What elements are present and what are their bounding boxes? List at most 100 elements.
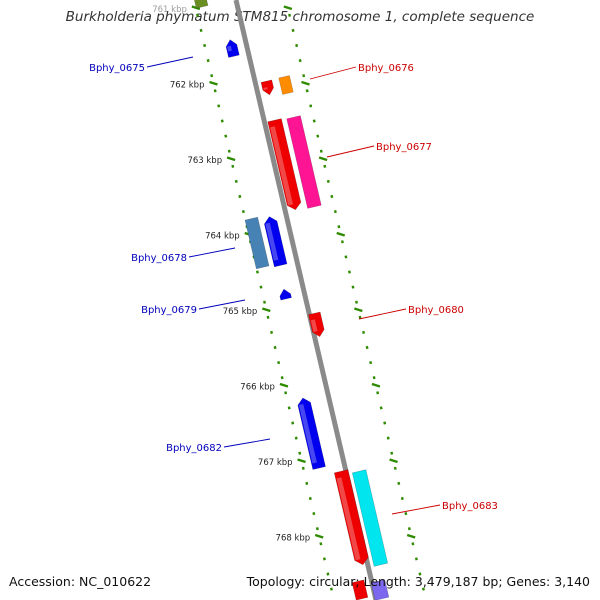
major-tick-inner — [314, 533, 324, 539]
outer-minor-tick — [411, 542, 415, 546]
outer-minor-tick — [390, 451, 394, 455]
outer-minor-tick — [305, 89, 309, 93]
major-tick-outer — [371, 382, 381, 388]
outer-minor-tick — [302, 74, 306, 78]
gene-block-bphy-0678[interactable] — [263, 215, 288, 268]
outer-minor-tick — [295, 43, 299, 48]
outer-minor-tick — [383, 421, 387, 425]
outer-minor-tick — [407, 527, 411, 531]
major-tick-outer — [406, 533, 416, 539]
inner-minor-tick — [196, 13, 200, 17]
gene-leader-line — [326, 145, 375, 158]
gene-block-bphy-0675[interactable] — [225, 38, 240, 58]
gene-leader-line — [309, 66, 357, 80]
inner-minor-tick — [224, 134, 228, 138]
outer-minor-tick — [379, 406, 383, 410]
position-tick-label: 761 kbp — [152, 5, 187, 15]
inner-minor-tick — [263, 300, 266, 304]
gene-leader-line — [188, 247, 236, 258]
position-tick-label: 768 kbp — [276, 534, 311, 544]
outer-minor-tick — [414, 557, 418, 561]
map-title: Burkholderia phymatum STM815 chromosome … — [65, 9, 535, 25]
outer-minor-tick — [319, 149, 323, 153]
outer-minor-tick — [400, 496, 404, 501]
outer-minor-tick — [372, 376, 376, 380]
gene-block-bphy-0676[interactable] — [260, 79, 275, 96]
outer-minor-tick — [291, 28, 295, 32]
gene-label[interactable]: Bphy_0682 — [166, 443, 222, 454]
position-tick-label: 765 kbp — [223, 307, 258, 317]
major-tick-inner — [209, 80, 218, 86]
position-labels: 761 kbp 762 kbp 763 kbp 764 kbp 765 kbp 766 k… — [152, 5, 310, 544]
outer-minor-tick — [362, 330, 366, 334]
outer-minor-tick — [312, 119, 316, 123]
major-tick-outer — [318, 156, 328, 162]
outer-minor-tick — [298, 59, 302, 63]
inner-minor-tick — [305, 481, 309, 485]
gene-block-bphy-0676-b[interactable] — [278, 75, 294, 95]
major-tick-outer — [389, 458, 398, 464]
gene-features — [193, 0, 390, 600]
gene-leader-line — [146, 56, 194, 68]
inner-minor-tick — [238, 194, 242, 199]
major-tick-inner — [297, 458, 306, 464]
gene-block-bphy-0679[interactable] — [279, 288, 292, 301]
inner-minor-tick — [273, 345, 277, 350]
outer-minor-tick — [337, 225, 341, 229]
major-tick-outer — [353, 307, 363, 313]
inner-minor-tick — [326, 572, 330, 576]
outer-minor-tick — [288, 13, 292, 17]
outer-minor-tick — [330, 194, 334, 199]
accession-label: Accession: NC_010622 — [9, 574, 152, 589]
gene-block-bphy-0683[interactable] — [333, 469, 369, 567]
outer-minor-tick — [404, 512, 408, 516]
gene-block-bphy-0683-b[interactable] — [351, 469, 389, 567]
outer-minor-tick — [369, 361, 373, 365]
inner-minor-tick — [241, 210, 245, 214]
outer-minor-tick — [326, 179, 330, 183]
gene-label[interactable]: Bphy_0675 — [89, 63, 145, 74]
inner-minor-tick — [287, 406, 291, 410]
gene-block-bphy-0678-a[interactable] — [244, 216, 270, 270]
gene-leader-line — [358, 308, 407, 320]
inner-minor-tick — [259, 285, 263, 289]
gene-label[interactable]: Bphy_0683 — [442, 501, 498, 512]
outer-minor-tick — [421, 587, 425, 591]
gene-block-bphy-0682[interactable] — [296, 396, 326, 470]
gene-label[interactable]: Bphy_0680 — [408, 305, 464, 316]
inner-minor-tick — [227, 149, 231, 153]
gene-block-partial-bottom-a[interactable] — [351, 579, 369, 600]
gene-block-bphy-0677[interactable] — [267, 118, 303, 212]
position-tick-label: 766 kbp — [240, 383, 275, 393]
gene-block-partial-top[interactable] — [193, 0, 209, 9]
outer-minor-tick — [393, 466, 397, 470]
outer-minor-tick — [418, 572, 422, 576]
gene-label[interactable]: Bphy_0678 — [131, 253, 187, 264]
inner-minor-tick — [234, 179, 238, 183]
major-tick-outer — [301, 80, 310, 86]
inner-minor-tick — [217, 104, 221, 108]
major-tick-inner — [261, 307, 271, 313]
inner-minor-tick — [206, 59, 210, 63]
inner-minor-tick — [294, 436, 298, 440]
gene-block-partial-bottom-b[interactable] — [370, 579, 390, 600]
inner-minor-tick — [203, 43, 207, 48]
inner-minor-tick — [308, 496, 312, 501]
outer-minor-tick — [333, 210, 337, 214]
inner-minor-tick — [277, 361, 281, 365]
outer-minor-tick — [358, 315, 362, 319]
gene-block-bphy-0680[interactable] — [308, 311, 325, 338]
inner-minor-tick — [329, 587, 333, 591]
gene-label[interactable]: Bphy_0677 — [376, 142, 432, 153]
outer-minor-tick — [323, 164, 327, 168]
inner-minor-tick — [280, 376, 284, 380]
inner-minor-tick — [315, 527, 319, 531]
inner-minor-tick — [284, 391, 288, 395]
outer-minor-tick — [309, 104, 313, 108]
gene-block-bphy-0677-b[interactable] — [286, 115, 322, 209]
inner-minor-tick — [210, 74, 214, 78]
gene-label[interactable]: Bphy_0679 — [141, 305, 197, 316]
inner-minor-tick — [322, 557, 326, 561]
gene-label[interactable]: Bphy_0676 — [358, 63, 414, 74]
